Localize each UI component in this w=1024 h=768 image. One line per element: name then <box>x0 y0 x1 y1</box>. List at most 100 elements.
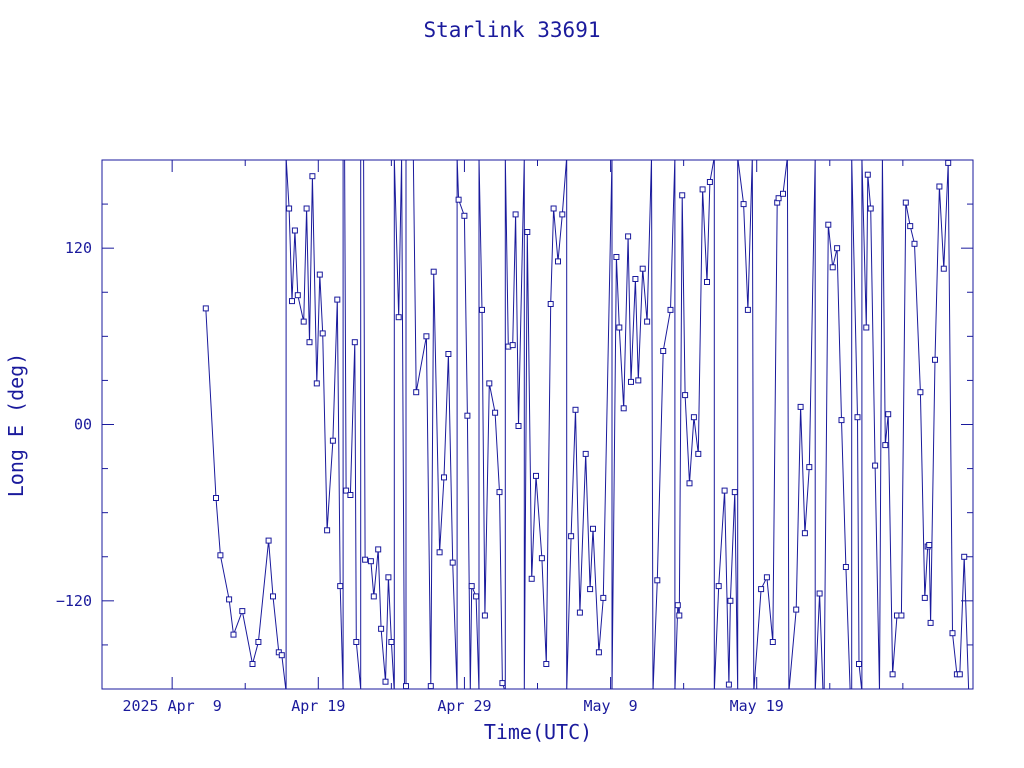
data-point <box>635 377 642 384</box>
data-point <box>936 183 943 190</box>
data-point <box>413 389 420 396</box>
data-point <box>907 223 914 230</box>
y-tick-label: −120 <box>56 592 92 610</box>
data-point <box>902 199 909 206</box>
data-point <box>838 417 845 424</box>
data-point <box>872 462 879 469</box>
data-point <box>620 405 627 412</box>
data-point <box>455 196 462 203</box>
data-point <box>940 265 947 272</box>
data-point <box>441 474 447 481</box>
data-point <box>436 549 443 556</box>
data-point <box>479 306 485 313</box>
data-point <box>682 392 689 399</box>
data-point <box>949 630 956 637</box>
data-point <box>270 593 276 600</box>
data-point <box>306 339 313 346</box>
data-point <box>378 625 385 632</box>
data-point <box>927 619 934 626</box>
series-line <box>205 160 970 689</box>
data-point <box>353 639 360 645</box>
data-point <box>382 678 389 685</box>
data-point <box>676 612 683 619</box>
data-point <box>515 423 522 429</box>
data-point <box>595 649 602 656</box>
data-point <box>316 271 323 278</box>
data-point <box>775 195 782 202</box>
data-point <box>528 575 535 582</box>
data-point <box>842 564 849 570</box>
data-point <box>686 480 693 487</box>
data-point <box>370 593 377 600</box>
data-point <box>898 612 905 619</box>
data-point <box>740 201 747 208</box>
data-point <box>473 593 480 600</box>
y-tick-label: 00 <box>74 416 92 434</box>
data-point <box>313 380 320 387</box>
data-point <box>388 639 395 645</box>
data-point <box>882 442 889 449</box>
x-tick-label: Apr 19 <box>291 697 345 715</box>
data-point <box>699 186 706 193</box>
data-point <box>468 583 475 590</box>
data-point <box>202 305 209 312</box>
data-point <box>690 414 697 421</box>
data-point <box>550 205 557 212</box>
data-point <box>464 412 471 419</box>
data-point <box>512 211 519 218</box>
data-point <box>769 639 776 645</box>
data-point <box>329 437 336 444</box>
data-point <box>864 171 871 178</box>
plot-frame <box>101 159 974 690</box>
data-point <box>427 683 434 689</box>
data-point <box>403 683 409 689</box>
data-point <box>628 378 634 385</box>
data-point <box>499 680 506 687</box>
data-point <box>538 555 545 562</box>
x-tick-label: May 9 <box>583 697 637 715</box>
data-point <box>674 602 681 609</box>
data-point <box>806 464 813 471</box>
data-point <box>300 318 307 325</box>
series-markers <box>202 160 968 689</box>
data-point <box>362 556 369 563</box>
plot-area <box>202 160 970 689</box>
x-tick-label: Apr 29 <box>437 697 491 715</box>
data-point <box>217 552 224 559</box>
data-point <box>375 546 382 553</box>
data-point <box>547 301 554 307</box>
data-point <box>654 577 661 584</box>
data-point <box>639 265 646 272</box>
data-point <box>856 661 862 667</box>
data-point <box>625 233 632 240</box>
data-point <box>932 356 938 363</box>
data-point <box>758 586 765 593</box>
data-point <box>576 609 583 616</box>
data-point <box>324 527 331 534</box>
data-point <box>303 205 310 212</box>
data-point <box>587 586 594 593</box>
data-point <box>667 306 674 313</box>
data-point <box>706 179 713 185</box>
data-point <box>533 472 539 479</box>
data-point <box>854 414 861 421</box>
data-point <box>644 318 651 325</box>
data-point <box>863 324 870 331</box>
y-axis-label: Long E (deg) <box>4 353 28 498</box>
data-point <box>889 671 896 678</box>
data-point <box>725 681 732 688</box>
data-point <box>572 406 579 413</box>
data-point <box>793 606 800 613</box>
data-point <box>704 279 710 285</box>
x-axis-ticks: 2025 Apr 9 Apr 19 Apr 29 May 9 May 19 <box>122 160 904 715</box>
data-point <box>278 652 285 659</box>
data-point <box>255 639 262 645</box>
data-point <box>385 574 392 581</box>
data-point <box>590 525 596 532</box>
data-point <box>351 339 358 346</box>
data-point <box>226 596 233 603</box>
data-point <box>568 533 575 540</box>
data-point <box>660 348 667 354</box>
data-point <box>555 258 561 265</box>
